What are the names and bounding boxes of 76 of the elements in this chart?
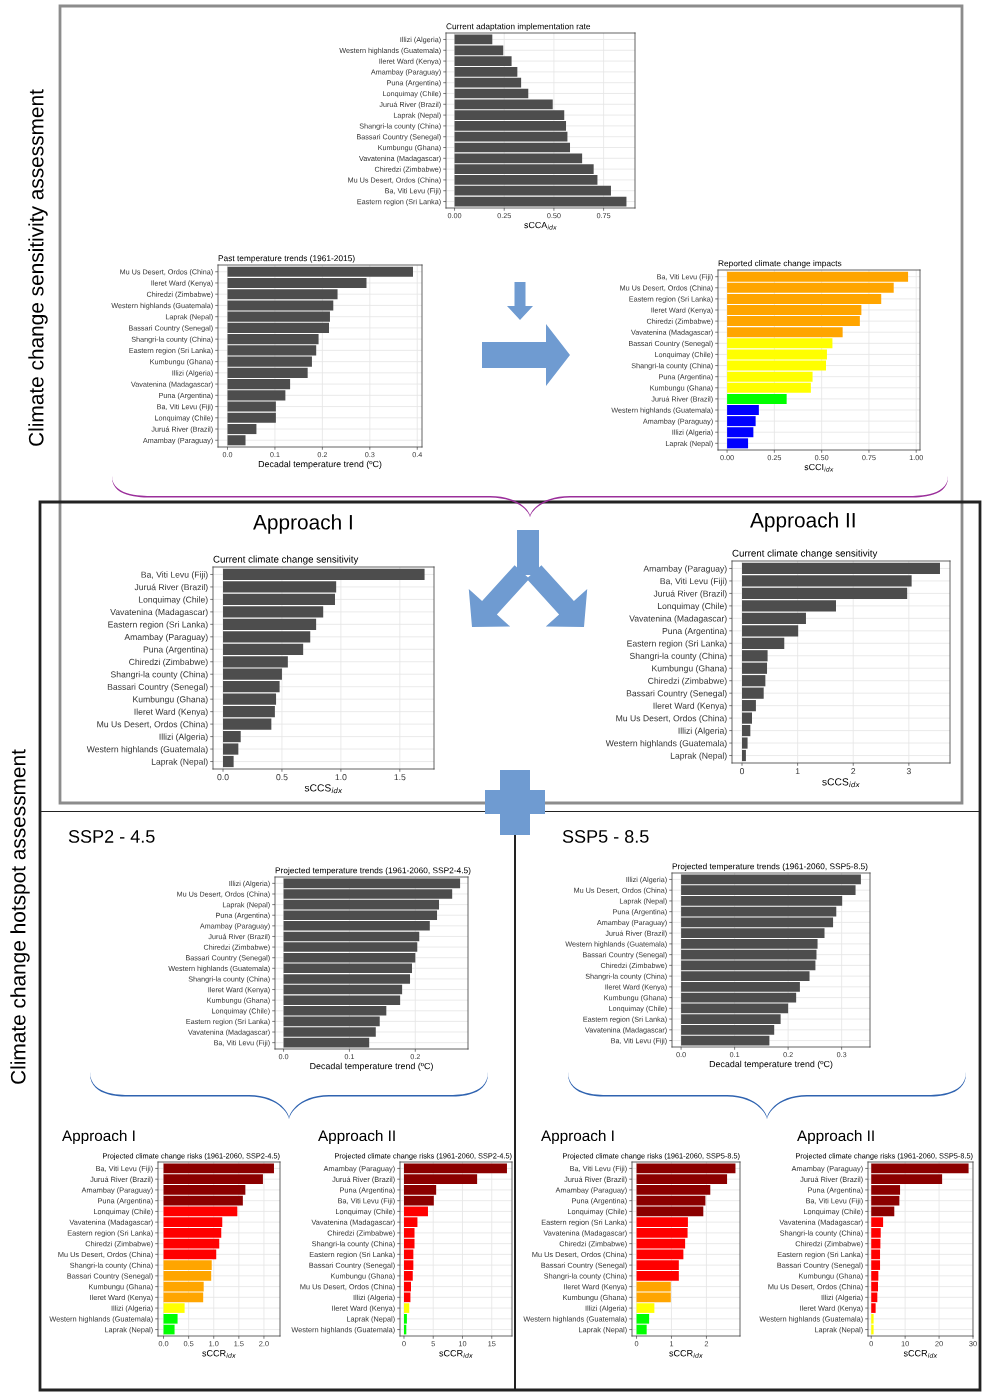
y-tick-label: Chiredzi (Zimbabwe) bbox=[129, 658, 208, 667]
bar bbox=[636, 1303, 655, 1313]
y-tick-label: Bassari Country (Senegal) bbox=[107, 683, 208, 692]
y-tick-label: Lonquimay (Chile) bbox=[657, 602, 727, 611]
chart-title: SSP5 - 8.5 bbox=[562, 830, 649, 843]
chart-title: Current adaptation implementation rate bbox=[446, 23, 591, 31]
chart-title: Approach II bbox=[797, 1129, 874, 1145]
y-tick-label: Vavatenina (Madagascar) bbox=[110, 608, 208, 617]
y-tick-label: Puna (Argentina) bbox=[143, 646, 208, 655]
y-tick-label: Juruá River (Brazil) bbox=[653, 590, 727, 599]
chart-subtitle: Projected temperature trends (1961-2060, SSP5-8.5) bbox=[672, 863, 868, 871]
chart-title: Approach I bbox=[541, 1129, 614, 1145]
bar bbox=[163, 1292, 204, 1303]
x-tick-label: 1.0 bbox=[335, 774, 347, 781]
y-tick-label: Vavatenina (Madagascar) bbox=[629, 615, 727, 624]
y-tick-label: Laprak (Nepal) bbox=[151, 758, 208, 767]
y-tick-label: Laprak (Nepal) bbox=[670, 752, 727, 761]
y-tick-label: Juruá River (Brazil) bbox=[134, 583, 208, 592]
y-tick-label: Eastern region (Sri Lanka) bbox=[627, 640, 727, 649]
text: Climate change sensitivity assessment bbox=[28, 89, 48, 446]
chart-subtitle: Projected temperature trends (1961-2060, SSP2-4.5) bbox=[275, 867, 471, 875]
bar bbox=[163, 1303, 185, 1313]
y-tick-label: Chiredzi (Zimbabwe) bbox=[648, 677, 727, 686]
y-tick-label: Ba, Viti Levu (Fiji) bbox=[141, 571, 208, 580]
chart-subtitle: Current climate change sensitivity bbox=[732, 549, 878, 559]
bar bbox=[727, 393, 787, 404]
bar bbox=[636, 1292, 671, 1303]
y-tick-label: Western highlands (Guatemala) bbox=[86, 745, 208, 754]
x-axis-title: Decadal temperature trend (ºC) bbox=[310, 1062, 433, 1071]
y-tick-label: Illizi (Algeria) bbox=[159, 733, 208, 742]
x-axis-title: sCCR$_{idx}$ bbox=[202, 1350, 236, 1358]
bar bbox=[636, 1281, 671, 1292]
x-axis-title: sCCR$_{idx}$ bbox=[903, 1350, 938, 1358]
y-tick-label: Mu Us Desert, Ordos (China) bbox=[97, 720, 208, 730]
y-tick-label: Kumbungu (Ghana) bbox=[652, 665, 727, 674]
chart-title: Approach II bbox=[318, 1129, 395, 1145]
y-tick-label: Shangri-la county (China) bbox=[629, 652, 727, 661]
y-tick-label: Mu Us Desert, Ordos (China) bbox=[616, 714, 727, 724]
y-tick-label: Amambay (Paraguay) bbox=[643, 565, 727, 574]
bar bbox=[403, 1303, 410, 1313]
x-axis-title: Decadal temperature trend (ºC) bbox=[258, 460, 382, 469]
x-tick-label: 3 bbox=[906, 768, 911, 775]
x-axis-title: sCCI$_{idx}$ bbox=[804, 463, 834, 472]
y-tick-label: Illizi (Algeria) bbox=[678, 727, 727, 736]
x-tick-label: 0.0 bbox=[217, 774, 229, 781]
y-tick-label: Western highlands (Guatemala) bbox=[605, 739, 727, 748]
y-tick-label: Puna (Argentina) bbox=[662, 627, 727, 636]
x-tick-label: 0 bbox=[739, 768, 745, 775]
text: SSP2 - 4.5 bbox=[68, 830, 155, 843]
x-axis-title: sCCA$_{idx}$ bbox=[524, 221, 557, 230]
x-tick-label: 0.5 bbox=[276, 774, 288, 781]
text: Climate change hotspot assessment bbox=[10, 749, 30, 1084]
x-tick-label: 1 bbox=[795, 768, 800, 775]
chart-title: Approach I bbox=[62, 1129, 135, 1145]
y-tick-label: Ileret Ward (Kenya) bbox=[134, 708, 208, 717]
chart-title: Approach II bbox=[750, 512, 855, 532]
y-tick-label: Amambay (Paraguay) bbox=[124, 633, 208, 642]
x-tick-label: 1.5 bbox=[394, 774, 406, 781]
y-tick-label: Lonquimay (Chile) bbox=[138, 596, 208, 605]
x-axis-title: Decadal temperature trend (ºC) bbox=[709, 1060, 833, 1069]
y-tick-label: Shangri-la county (China) bbox=[110, 671, 208, 680]
x-axis-title: sCCR$_{idx}$ bbox=[439, 1350, 473, 1358]
y-tick-label: Ba, Viti Levu (Fiji) bbox=[660, 577, 727, 586]
chart-title: Past temperature trends (1961-2015) bbox=[218, 255, 355, 263]
y-tick-label: Bassari Country (Senegal) bbox=[626, 690, 727, 699]
x-axis-title: sCCS$_{idx}$ bbox=[822, 778, 860, 788]
x-axis-title: sCCS$_{idx}$ bbox=[304, 784, 343, 794]
bar bbox=[163, 1249, 217, 1260]
x-tick-label: 2 bbox=[851, 768, 856, 775]
x-axis-title: sCCR$_{idx}$ bbox=[669, 1350, 703, 1358]
y-tick-label: Ileret Ward (Kenya) bbox=[653, 702, 727, 711]
chart-subtitle: Current climate change sensitivity bbox=[213, 555, 359, 565]
y-tick-label: Kumbungu (Ghana) bbox=[133, 696, 208, 705]
y-tick-label: Eastern region (Sri Lanka) bbox=[108, 621, 208, 630]
chart-title: Reported climate change impacts bbox=[718, 260, 842, 268]
chart-title: Approach I bbox=[253, 514, 352, 534]
